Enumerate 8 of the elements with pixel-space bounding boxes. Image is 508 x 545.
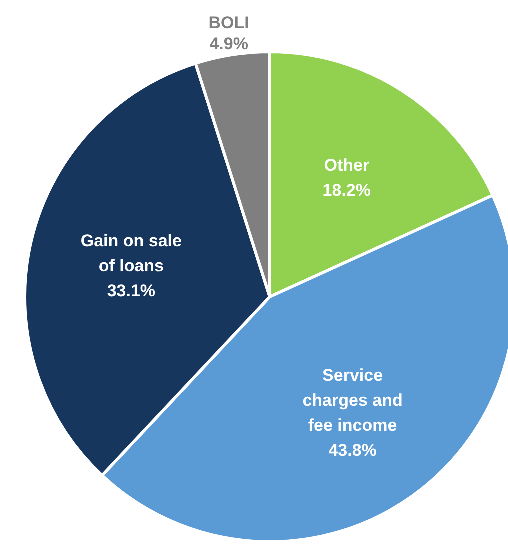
- data-label: 4.9%: [210, 34, 248, 54]
- slice-label: Gain on sale of loans: [80, 232, 182, 276]
- data-label: 33.1%: [107, 282, 156, 301]
- data-label: 43.8%: [328, 440, 377, 460]
- slice-label: Service charges and fee income: [302, 366, 403, 435]
- slice-label: BOLI: [208, 14, 250, 33]
- slice-label: Other: [324, 156, 370, 175]
- data-label: 18.2%: [322, 181, 371, 200]
